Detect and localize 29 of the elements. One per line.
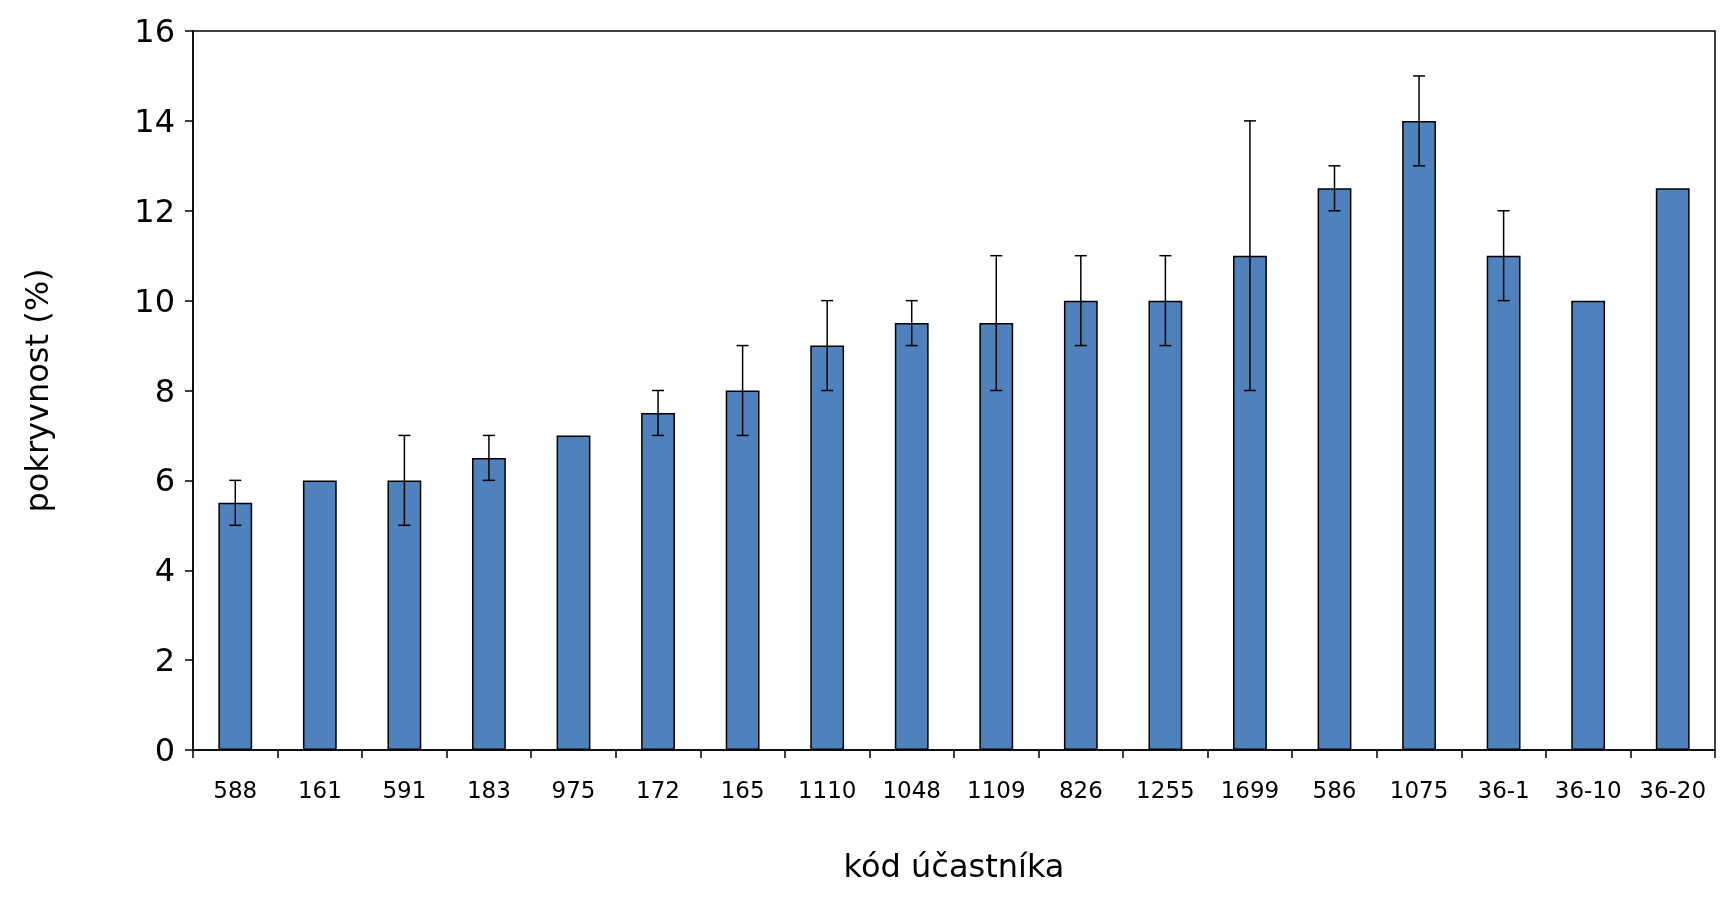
x-axis-title: kód účastníka <box>843 847 1065 885</box>
y-tick-label: 6 <box>154 461 175 500</box>
x-tick-label: 588 <box>213 776 258 803</box>
x-tick-label: 1048 <box>882 776 941 803</box>
y-tick-label: 2 <box>154 641 175 680</box>
y-tick-label: 14 <box>134 101 175 140</box>
y-tick-label: 4 <box>154 551 175 590</box>
x-tick-label: 1075 <box>1389 776 1449 803</box>
x-tick-label: 183 <box>466 776 511 803</box>
x-tick-label: 975 <box>551 776 596 803</box>
y-tick-label: 0 <box>154 731 175 769</box>
x-tick-label: 165 <box>720 776 765 803</box>
y-tick-label: 8 <box>154 371 175 410</box>
x-tick-label: 36-20 <box>1639 776 1707 803</box>
x-tick-label: 36-10 <box>1554 776 1622 803</box>
x-tick-label: 591 <box>382 776 427 803</box>
x-tick-label: 36-1 <box>1477 776 1530 803</box>
x-tick-label: 1109 <box>967 776 1026 803</box>
y-axis-title: pokryvnost (%) <box>18 268 56 513</box>
x-tick-label: 161 <box>297 776 342 803</box>
x-tick-label: 172 <box>636 776 681 803</box>
x-tick-label: 1699 <box>1220 776 1280 803</box>
y-tick-label: 12 <box>134 191 175 230</box>
x-tick-label: 1110 <box>797 776 857 803</box>
x-tick-label: 1255 <box>1136 776 1195 803</box>
x-tick-label: 586 <box>1312 776 1357 803</box>
x-tick-label: 826 <box>1058 776 1103 803</box>
y-tick-label: 10 <box>134 281 175 320</box>
y-tick-label: 16 <box>134 12 175 50</box>
